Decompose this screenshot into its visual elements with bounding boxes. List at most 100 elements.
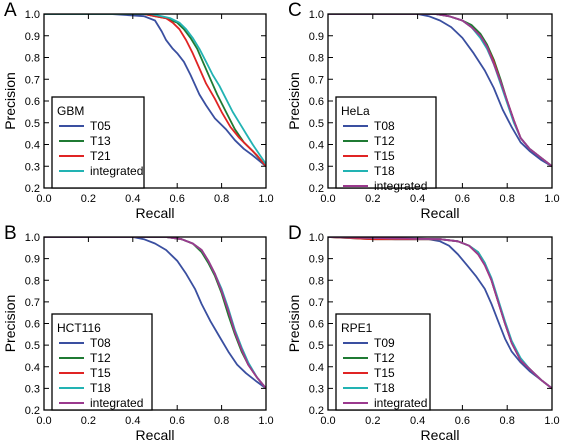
legend-entry: T21 <box>90 149 111 163</box>
y-tick-label: 1.0 <box>309 232 324 244</box>
series-line-t08 <box>328 14 552 168</box>
x-tick-label: 0.0 <box>36 415 51 427</box>
series-line-integrated <box>44 14 266 165</box>
y-tick-label: 1.0 <box>25 9 40 21</box>
legend-entry: integrated <box>90 164 143 178</box>
series-line-integrated <box>328 237 552 390</box>
legend-entry: T15 <box>90 366 111 380</box>
panel-label: C <box>288 0 302 21</box>
legend-entry: T08 <box>90 336 111 350</box>
legend-entry: integrated <box>374 396 427 410</box>
series-line-t21 <box>44 14 266 167</box>
x-tick-label: 1.0 <box>544 415 559 427</box>
x-tick-label: 1.0 <box>258 415 273 427</box>
y-tick-label: 0.5 <box>25 118 40 130</box>
panel-label: B <box>4 223 17 244</box>
series-line-t09 <box>328 237 552 390</box>
y-tick-label: 0.3 <box>309 383 324 395</box>
y-tick-label: 0.5 <box>309 118 324 130</box>
y-tick-label: 0.6 <box>25 96 40 108</box>
y-tick-label: 0.3 <box>25 161 40 173</box>
legend-entry: T12 <box>374 351 395 365</box>
panel-label: D <box>288 223 302 244</box>
legend-entry: T09 <box>374 336 395 350</box>
y-tick-label: 0.8 <box>309 275 324 287</box>
x-tick-label: 0.4 <box>125 415 140 427</box>
y-tick-label: 0.8 <box>309 53 324 65</box>
legend-entry: integrated <box>90 396 143 410</box>
y-tick-label: 0.9 <box>25 31 40 43</box>
x-tick-label: 0.4 <box>125 193 140 205</box>
legend-entry: T08 <box>374 119 395 133</box>
y-tick-label: 0.2 <box>309 405 324 417</box>
legend-entry: integrated <box>374 179 427 193</box>
y-axis-label: Precision <box>286 72 302 130</box>
x-tick-label: 0.2 <box>365 415 380 427</box>
x-axis-label: Recall <box>136 205 175 221</box>
legend-entry: T15 <box>374 366 395 380</box>
x-axis-label: Recall <box>421 427 460 443</box>
legend-entry: T18 <box>374 381 395 395</box>
y-axis-label: Precision <box>2 72 18 130</box>
legend-box <box>335 313 431 411</box>
x-tick-label: 0.4 <box>410 415 425 427</box>
series-lines <box>328 14 552 168</box>
y-tick-label: 0.3 <box>309 161 324 173</box>
legend-entry: T15 <box>374 149 395 163</box>
series-line-integrated <box>328 14 552 168</box>
legend-title: HeLa <box>341 104 370 118</box>
y-tick-label: 0.5 <box>309 340 324 352</box>
y-tick-label: 0.4 <box>309 140 324 152</box>
y-tick-label: 0.4 <box>309 362 324 374</box>
series-lines <box>44 14 266 167</box>
panel-label: A <box>4 0 17 21</box>
y-tick-label: 0.2 <box>25 405 40 417</box>
x-tick-label: 0.0 <box>36 193 51 205</box>
x-tick-label: 0.8 <box>214 193 229 205</box>
y-tick-label: 0.8 <box>25 53 40 65</box>
x-tick-label: 1.0 <box>258 193 273 205</box>
y-tick-label: 0.3 <box>25 383 40 395</box>
x-tick-label: 0.0 <box>320 415 335 427</box>
y-tick-label: 0.2 <box>309 183 324 195</box>
x-tick-label: 0.8 <box>500 193 515 205</box>
x-tick-label: 0.6 <box>455 193 470 205</box>
series-line-t08 <box>44 237 266 390</box>
y-tick-label: 0.9 <box>309 254 324 266</box>
x-tick-label: 0.4 <box>410 193 425 205</box>
y-tick-label: 0.7 <box>309 297 324 309</box>
legend-entry: T12 <box>374 134 395 148</box>
y-tick-label: 0.6 <box>309 319 324 331</box>
series-lines <box>328 237 552 390</box>
y-tick-label: 0.7 <box>25 74 40 86</box>
legend-entry: T18 <box>374 164 395 178</box>
x-tick-label: 0.2 <box>81 193 96 205</box>
x-axis-label: Recall <box>136 427 175 443</box>
legend-title: HCT116 <box>57 321 101 335</box>
legend-entry: T18 <box>90 381 111 395</box>
legend-title: GBM <box>57 104 84 118</box>
series-line-integrated <box>44 237 266 389</box>
x-tick-label: 0.8 <box>214 415 229 427</box>
legend-title: RPE1 <box>341 321 373 335</box>
legend-box <box>51 313 153 411</box>
y-tick-label: 0.7 <box>309 74 324 86</box>
y-tick-label: 0.6 <box>309 96 324 108</box>
x-tick-label: 0.8 <box>500 415 515 427</box>
y-tick-label: 0.9 <box>309 31 324 43</box>
y-tick-label: 1.0 <box>309 9 324 21</box>
y-tick-label: 0.2 <box>25 183 40 195</box>
legend-entry: T12 <box>90 351 111 365</box>
legend-box <box>335 96 437 189</box>
x-tick-label: 1.0 <box>544 193 559 205</box>
y-tick-label: 0.9 <box>25 254 40 266</box>
